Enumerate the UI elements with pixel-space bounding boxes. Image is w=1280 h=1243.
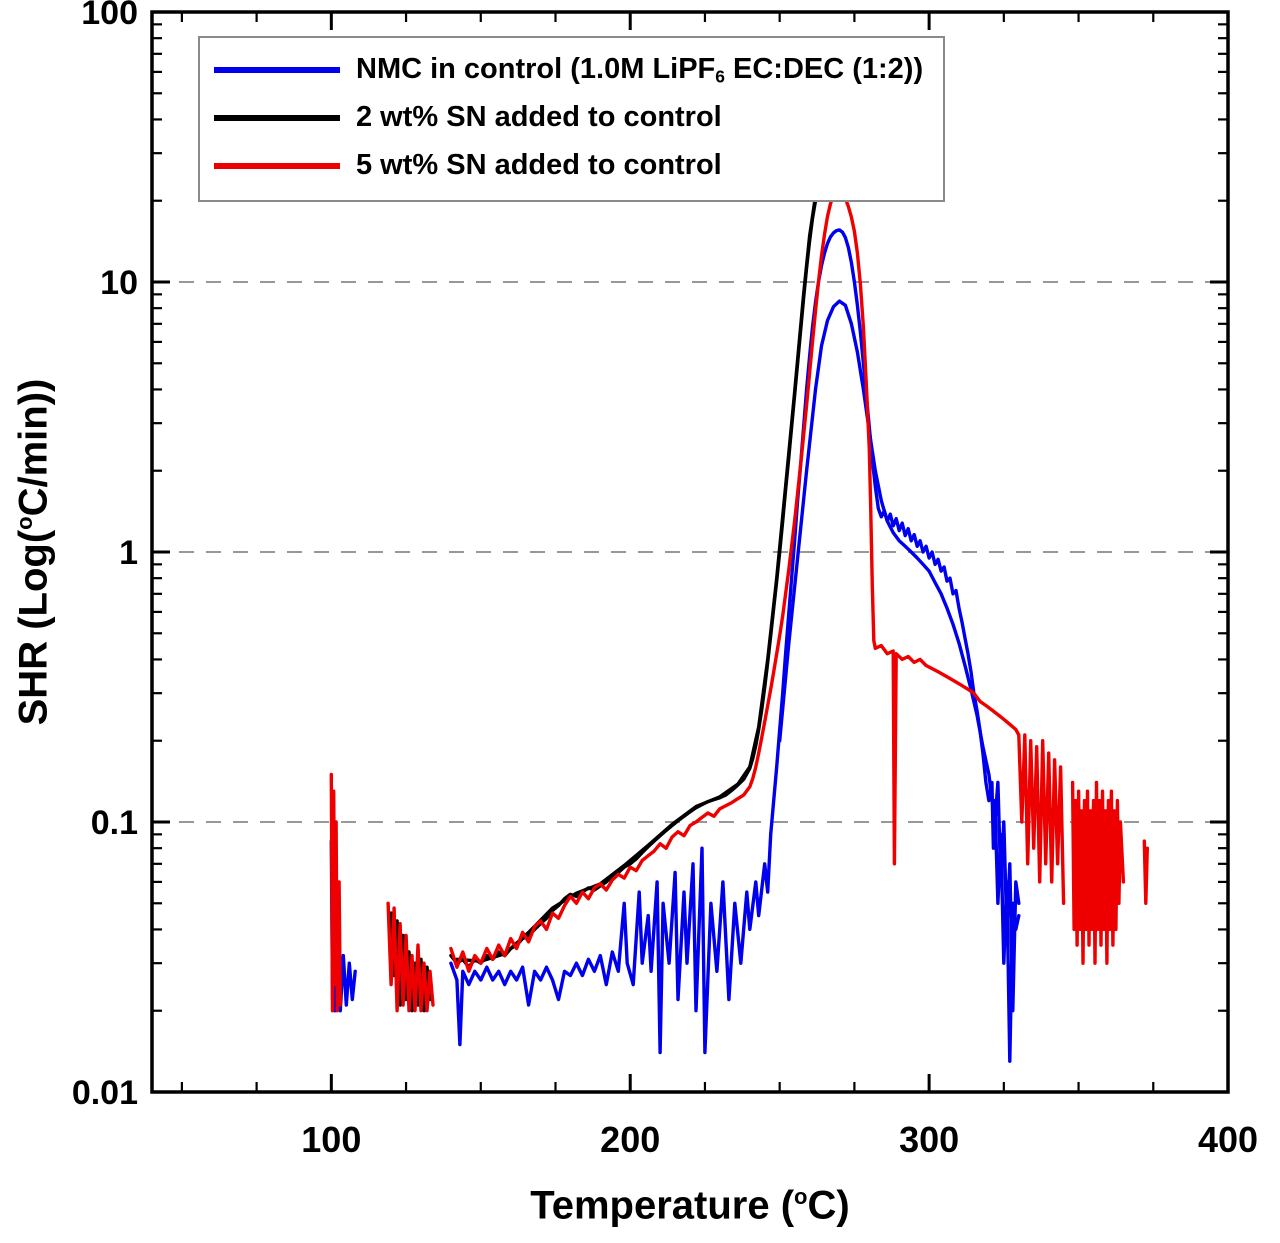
legend-label-text: 5 wt% SN added to control — [356, 148, 722, 181]
subscript-6: 6 — [715, 66, 725, 87]
series-line-sn5 — [1142, 839, 1150, 905]
y-tick-label: 10 — [100, 264, 138, 302]
series-line-sn2 — [455, 172, 825, 963]
x-axis-title: Temperature (oC) — [530, 1184, 849, 1229]
degree-superscript: o — [794, 1184, 808, 1210]
y-axis-title: SHR (Log(oC/min)) — [12, 379, 57, 726]
legend-label-sn2: 2 wt% SN added to control — [356, 101, 722, 135]
series-line-sn5 — [449, 187, 1066, 973]
legend-entry-control: NMC in control (1.0M LiPF6 EC:DEC (1:2)) — [214, 48, 923, 92]
y-tick-label: 1 — [119, 534, 138, 572]
legend-line-swatch-blue — [214, 67, 340, 73]
legend-entry-sn2: 2 wt% SN added to control — [214, 96, 923, 140]
series-line-sn5 — [329, 772, 342, 1013]
x-title-text-end: C) — [807, 1183, 850, 1228]
x-tick-label: 100 — [301, 1119, 361, 1160]
y-title-text-end: C/min)) — [11, 378, 56, 517]
legend-label-text: NMC in control (1.0M LiPF — [356, 52, 716, 85]
legend-line-swatch-black — [214, 115, 340, 121]
x-tick-label: 400 — [1198, 1119, 1258, 1160]
legend-line-swatch-red — [214, 163, 340, 169]
y-tick-label: 0.1 — [91, 804, 138, 842]
legend-entry-sn5: 5 wt% SN added to control — [214, 144, 923, 188]
x-tick-label: 300 — [899, 1119, 959, 1160]
legend-label-sn5: 5 wt% SN added to control — [356, 149, 722, 183]
series-line-control — [778, 299, 1021, 1013]
x-tick-label: 200 — [600, 1119, 660, 1160]
series-line-control — [449, 228, 1021, 1063]
series-line-sn5 — [1070, 780, 1126, 965]
legend-label-text-end: EC:DEC (1:2)) — [724, 52, 924, 85]
y-title-text: SHR (Log( — [11, 529, 56, 726]
legend: NMC in control (1.0M LiPF6 EC:DEC (1:2))… — [198, 36, 946, 202]
legend-label-text: 2 wt% SN added to control — [356, 100, 722, 133]
legend-label-control: NMC in control (1.0M LiPF6 EC:DEC (1:2)) — [356, 53, 923, 87]
x-title-text: Temperature ( — [530, 1183, 795, 1228]
y-tick-label: 100 — [81, 0, 138, 32]
series-line-sn2 — [449, 177, 824, 969]
y-tick-label: 0.01 — [72, 1074, 138, 1112]
series-line-sn5 — [386, 901, 435, 1013]
degree-superscript: o — [12, 516, 38, 530]
